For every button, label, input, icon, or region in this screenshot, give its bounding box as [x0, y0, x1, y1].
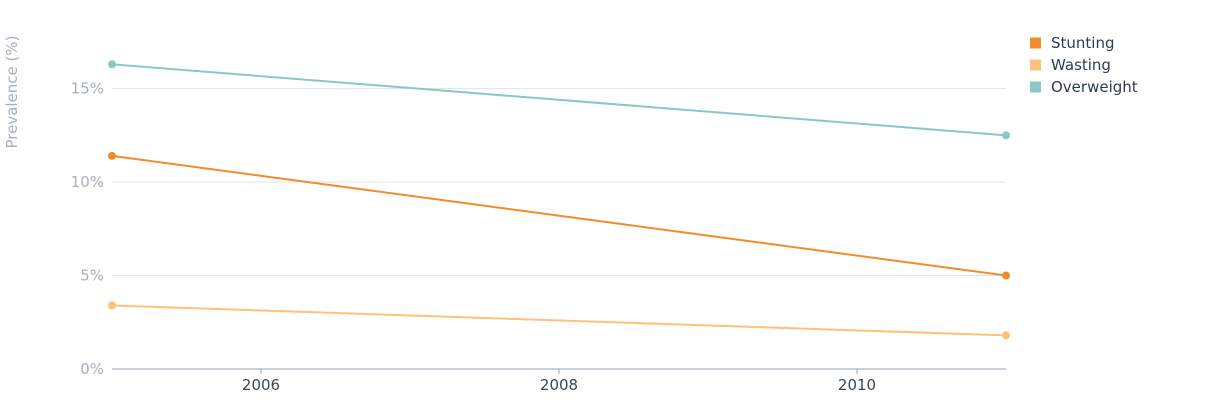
y-tick-label: 5% — [80, 267, 104, 285]
legend: Stunting Wasting Overweight — [1030, 34, 1138, 96]
data-point-wasting[interactable] — [1002, 331, 1010, 340]
legend-swatch-stunting — [1030, 37, 1041, 49]
y-tick-label: 15% — [71, 80, 104, 98]
data-point-overweight[interactable] — [108, 60, 116, 69]
x-tick-label: 2008 — [540, 376, 578, 394]
y-axis-label: Prevalence (%) — [3, 35, 21, 148]
legend-swatch-overweight — [1030, 81, 1041, 93]
y-axis-ticks: 0% 5% 10% 15% — [71, 80, 104, 378]
x-axis-ticks: 2006 2008 2010 — [242, 369, 876, 394]
data-point-overweight[interactable] — [1002, 131, 1010, 140]
series-line-overweight — [111, 63, 1007, 137]
series-line-wasting — [111, 304, 1007, 337]
series-group — [108, 60, 1010, 340]
legend-label-wasting[interactable]: Wasting — [1051, 56, 1111, 74]
data-point-stunting[interactable] — [108, 151, 116, 160]
x-tick-label: 2006 — [242, 376, 280, 394]
legend-label-stunting[interactable]: Stunting — [1051, 34, 1115, 52]
legend-label-overweight[interactable]: Overweight — [1051, 78, 1138, 96]
data-point-wasting[interactable] — [108, 301, 116, 310]
y-tick-label: 10% — [71, 173, 104, 191]
x-tick-label: 2010 — [838, 376, 876, 394]
legend-swatch-wasting — [1030, 59, 1041, 71]
data-point-stunting[interactable] — [1002, 271, 1010, 280]
series-line-stunting — [111, 154, 1007, 277]
y-tick-label: 0% — [80, 360, 104, 378]
grid-lines — [112, 88, 1006, 277]
